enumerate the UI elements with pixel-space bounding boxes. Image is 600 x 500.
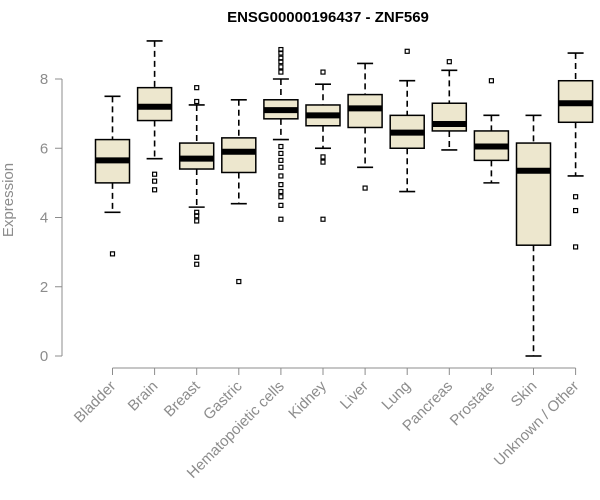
outlier-point <box>278 157 284 163</box>
y-tick-label: 0 <box>40 348 48 365</box>
box-brain <box>136 40 173 193</box>
box-unknown-other <box>557 52 594 250</box>
outlier-point <box>152 187 158 193</box>
y-tick-label: 6 <box>40 140 48 157</box>
boxes-layer <box>94 40 594 357</box>
box-iqr <box>515 142 552 246</box>
outlier-point <box>194 213 200 219</box>
box-hematopoietic-cells <box>263 46 299 222</box>
y-tick-label: 4 <box>40 210 48 227</box>
outlier-point <box>194 261 200 267</box>
outlier-point <box>278 50 284 56</box>
x-tick-label-lung: Lung <box>378 378 414 414</box>
box-breast <box>178 85 215 267</box>
outlier-point <box>194 85 200 91</box>
x-tick-label-kidney: Kidney <box>285 377 330 422</box>
x-tick-label-breast: Breast <box>161 377 204 420</box>
box-liver <box>347 62 383 191</box>
outlier-point <box>320 159 326 165</box>
outlier-point <box>278 69 284 75</box>
outlier-point <box>278 173 284 179</box>
outlier-point <box>194 98 200 105</box>
box-gastric <box>221 98 257 285</box>
outlier-point <box>572 194 579 200</box>
chart-title: ENSG00000196437 - ZNF569 <box>227 9 429 26</box>
outlier-point <box>278 182 284 188</box>
outlier-point <box>278 216 284 222</box>
outlier-point <box>278 143 284 150</box>
outlier-point <box>278 164 284 170</box>
x-tick-label-liver: Liver <box>337 378 372 413</box>
y-axis: 0 2 4 6 8 <box>40 71 63 365</box>
outlier-point <box>488 78 494 84</box>
x-tick-label-brain: Brain <box>125 378 162 415</box>
x-tick-label-skin: Skin <box>508 378 541 411</box>
outlier-point <box>446 59 452 65</box>
box-pancreas <box>431 59 468 151</box>
box-bladder <box>94 95 131 257</box>
box-skin <box>515 114 552 357</box>
outlier-point <box>362 185 368 191</box>
outlier-point <box>278 59 284 65</box>
outlier-point <box>404 48 410 54</box>
outlier-point <box>320 69 326 75</box>
outlier-point <box>572 244 579 250</box>
y-axis-label: Expression <box>0 163 17 237</box>
outlier-point <box>278 64 284 70</box>
outlier-point <box>152 178 158 184</box>
outlier-point <box>278 202 284 208</box>
outlier-point <box>572 207 579 214</box>
box-iqr <box>221 137 257 174</box>
outlier-point <box>109 251 116 257</box>
outlier-point <box>278 194 284 200</box>
box-prostate <box>473 78 510 184</box>
outlier-point <box>278 188 284 195</box>
box-kidney <box>305 69 341 222</box>
x-tick-label-bladder: Bladder <box>71 378 120 427</box>
outlier-point <box>278 150 284 157</box>
outlier-point <box>194 218 200 224</box>
outlier-point <box>320 154 326 160</box>
outlier-point <box>194 254 200 260</box>
outlier-point <box>236 278 242 285</box>
outlier-point <box>320 216 326 222</box>
x-tick-label-prostate: Prostate <box>447 378 499 430</box>
box-lung <box>389 48 425 193</box>
y-tick-label: 2 <box>40 279 48 296</box>
outlier-point <box>152 171 158 177</box>
y-tick-label: 8 <box>40 71 48 88</box>
